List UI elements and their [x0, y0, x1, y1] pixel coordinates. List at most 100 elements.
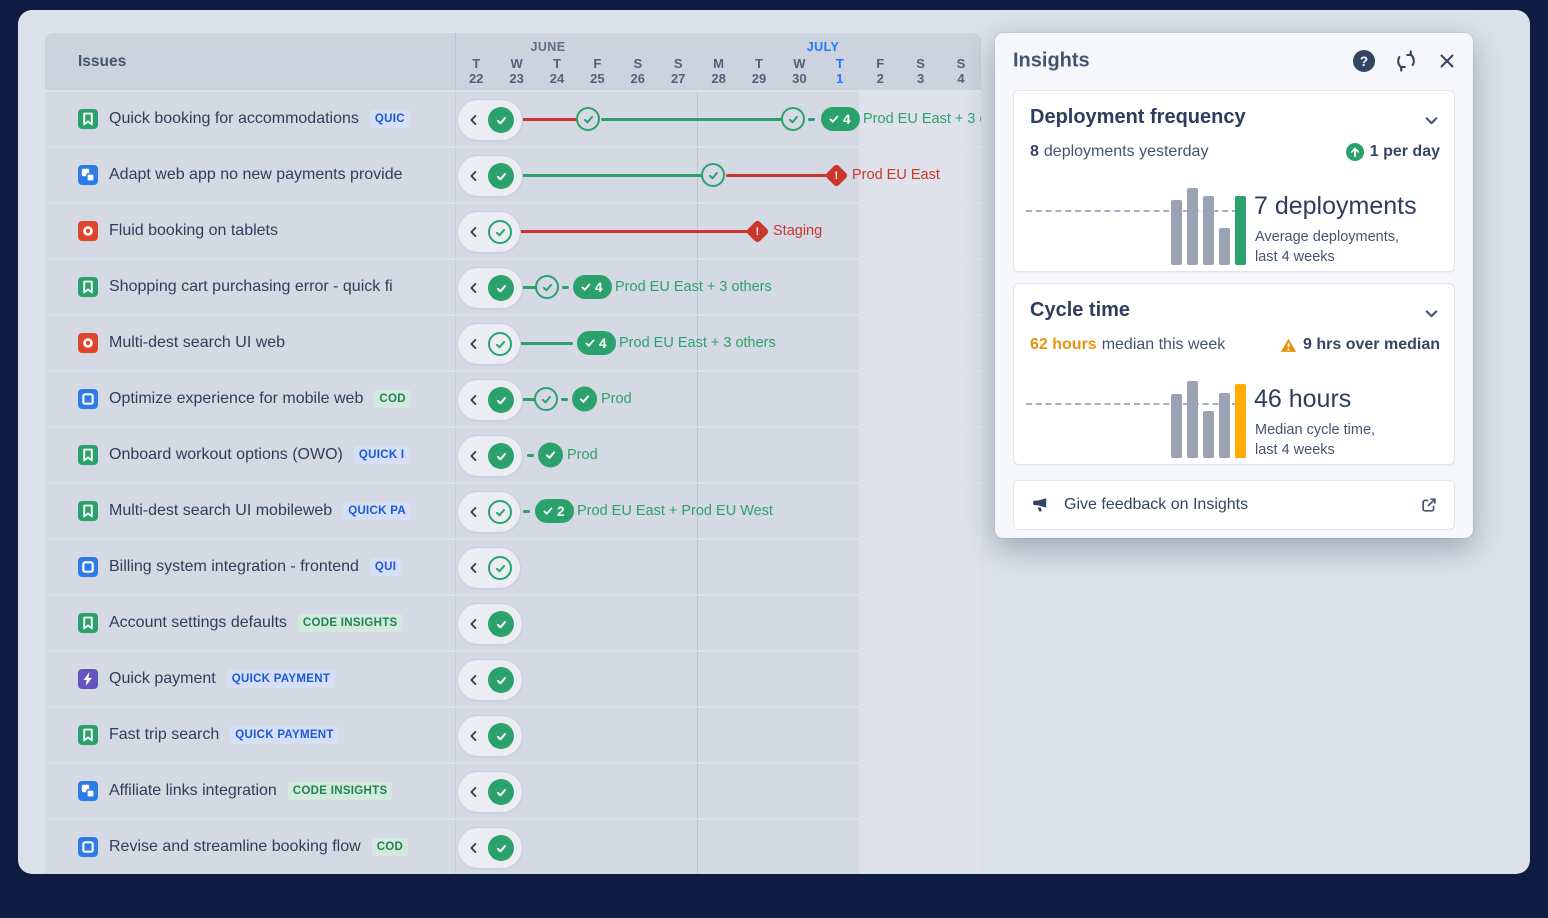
deploy-check-icon: [534, 387, 558, 411]
environment-label: Prod EU East + 3 others: [619, 335, 776, 351]
issue-cell: Fluid booking on tablets: [45, 204, 455, 258]
give-feedback-button[interactable]: Give feedback on Insights: [1013, 480, 1455, 530]
day-header: S 26: [630, 56, 646, 86]
issue-title[interactable]: Onboard workout options (OWO): [109, 446, 343, 463]
deployment-count-chip[interactable]: 4: [573, 275, 612, 299]
issue-row: Optimize experience for mobile web COD Pro…: [45, 370, 981, 426]
chevron-left-icon: [467, 785, 481, 799]
issue-title[interactable]: Adapt web app no new payments provide: [109, 166, 403, 183]
deployments-status-pill[interactable]: [458, 268, 522, 308]
issue-title[interactable]: Optimize experience for mobile web: [109, 390, 364, 407]
issue-title[interactable]: Account settings defaults: [109, 614, 287, 631]
deployments-status-pill[interactable]: [458, 772, 522, 812]
help-button[interactable]: ?: [1353, 50, 1375, 72]
deployments-status-pill[interactable]: [458, 156, 522, 196]
deployments-status-pill[interactable]: [458, 828, 522, 868]
collapse-card-button[interactable]: [1423, 305, 1440, 327]
project-badge: QUICK I: [353, 446, 410, 464]
issue-row: Multi-dest search UI web 4 Prod EU East + …: [45, 314, 981, 370]
chevron-left-icon: [467, 281, 481, 295]
chevron-left-icon: [467, 225, 481, 239]
deployment-line: [561, 398, 568, 401]
environment-label: Staging: [773, 223, 823, 239]
issue-title[interactable]: Multi-dest search UI web: [109, 334, 286, 351]
story-icon: [78, 501, 98, 521]
deploy-check-icon: [538, 442, 563, 468]
status-check-icon: [488, 500, 512, 524]
subtask-icon: [78, 781, 98, 801]
deployment-count-chip[interactable]: 2: [535, 499, 574, 523]
deployment-track: ! Prod EU East: [455, 148, 981, 202]
refresh-button[interactable]: [1395, 50, 1417, 72]
project-badge: QUICK PAYMENT: [230, 726, 339, 744]
deployments-status-pill[interactable]: [458, 660, 522, 700]
deployments-status-pill[interactable]: [458, 212, 520, 252]
status-check-icon: [488, 275, 514, 301]
issue-row: Affiliate links integration CODE INSIGHTS: [45, 762, 981, 818]
story-icon: [78, 445, 98, 465]
issue-cell: Quick payment QUICK PAYMENT: [45, 652, 455, 706]
day-header: S 27: [670, 56, 686, 86]
issue-title[interactable]: Shopping cart purchasing error - quick f…: [109, 278, 393, 295]
issue-cell: Shopping cart purchasing error - quick f…: [45, 260, 455, 314]
deployment-track: [455, 652, 981, 706]
month-label: JUNE: [530, 40, 566, 54]
deployments-status-pill[interactable]: [458, 716, 522, 756]
deployments-status-pill[interactable]: [458, 324, 520, 364]
issue-cell: Billing system integration - frontend QUI: [45, 540, 455, 594]
issue-title[interactable]: Quick payment: [109, 670, 216, 687]
cycle-time-chart: 46 hours Median cycle time, last 4 weeks: [1014, 372, 1454, 464]
bar: [1235, 384, 1246, 458]
day-header: W 30: [792, 56, 807, 86]
issue-title[interactable]: Revise and streamline booking flow: [109, 838, 361, 855]
deployments-status-pill[interactable]: [458, 380, 522, 420]
chevron-left-icon: [467, 673, 481, 687]
bar-chart: [1171, 179, 1249, 265]
status-check-icon: [488, 220, 512, 244]
bug-icon: [78, 333, 98, 353]
issue-title[interactable]: Quick booking for accommodations: [109, 110, 359, 127]
issue-title[interactable]: Fluid booking on tablets: [109, 222, 278, 239]
issue-title[interactable]: Billing system integration - frontend: [109, 558, 359, 575]
issue-cell: Quick booking for accommodations QUIC: [45, 92, 455, 146]
deployments-status-pill[interactable]: [458, 492, 520, 532]
issue-cell: Optimize experience for mobile web COD: [45, 372, 455, 426]
date-header: JUNE JULY T 22 W 23 T 24 F 25 S 26 S 27 M 28 T 29 W 30 T 1 F 2 S…: [455, 33, 981, 90]
status-check-icon: [488, 163, 514, 189]
issue-row: Adapt web app no new payments provide ! Pr…: [45, 146, 981, 202]
deployments-status-pill[interactable]: [458, 100, 522, 140]
issue-cell: Fast trip search QUICK PAYMENT: [45, 708, 455, 762]
deployments-status-pill[interactable]: [458, 548, 520, 588]
close-button[interactable]: [1437, 51, 1457, 71]
metric-value: 62 hours: [1030, 336, 1097, 353]
deployment-count-chip[interactable]: 4: [821, 107, 860, 131]
status-check-icon: [488, 443, 514, 469]
deployment-count-chip[interactable]: 4: [577, 331, 616, 355]
deployment-alert-icon[interactable]: !: [744, 218, 770, 244]
issue-cell: Revise and streamline booking flow COD: [45, 820, 455, 874]
deployments-status-pill[interactable]: [458, 436, 522, 476]
deployments-status-pill[interactable]: [458, 604, 522, 644]
deployment-line: [726, 174, 827, 177]
collapse-card-button[interactable]: [1423, 112, 1440, 134]
environment-label: Prod EU East + 3 others: [615, 279, 772, 295]
feedback-label: Give feedback on Insights: [1064, 496, 1249, 513]
issues-column-header: Issues: [78, 52, 127, 70]
chevron-left-icon: [467, 449, 481, 463]
issue-title[interactable]: Affiliate links integration: [109, 782, 277, 799]
environment-label: Prod: [601, 391, 632, 407]
status-check-icon: [488, 387, 514, 413]
trend-up-icon: [1345, 143, 1364, 161]
card-title: Cycle time: [1030, 299, 1131, 321]
project-badge: CODE INSIGHTS: [297, 614, 403, 632]
issue-cell: Adapt web app no new payments provide: [45, 148, 455, 202]
issue-title[interactable]: Multi-dest search UI mobileweb: [109, 502, 333, 519]
metric-value: 8: [1030, 143, 1039, 160]
issue-title[interactable]: Fast trip search: [109, 726, 220, 743]
day-header: T 22: [468, 56, 484, 86]
chevron-left-icon: [467, 393, 481, 407]
deployment-alert-icon[interactable]: !: [823, 162, 849, 188]
